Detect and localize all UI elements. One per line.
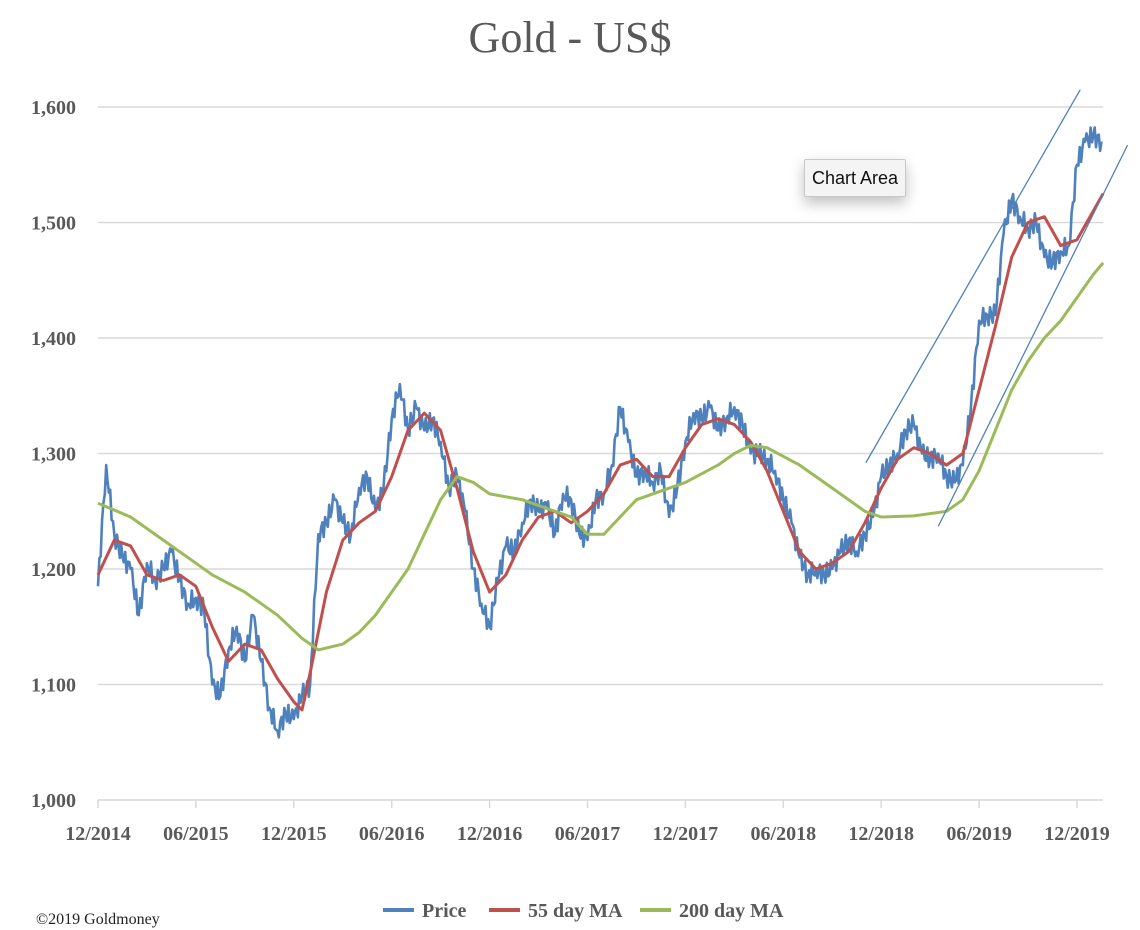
x-tick-label: 12/2018 xyxy=(848,823,914,845)
x-tick-label: 06/2016 xyxy=(359,823,425,845)
y-tick-label: 1,600 xyxy=(31,97,76,119)
chart-area-tooltip: Chart Area xyxy=(804,159,906,197)
y-tick-label: 1,300 xyxy=(31,444,76,466)
y-tick-label: 1,000 xyxy=(31,790,76,812)
legend-label: 55 day MA xyxy=(528,900,623,922)
x-tick-label: 12/2015 xyxy=(261,823,327,845)
legend-label: Price xyxy=(422,900,467,922)
legend: Price 55 day MA 200 day MA xyxy=(383,900,784,922)
y-tick-label: 1,400 xyxy=(31,328,76,350)
series-line-55-day-ma[interactable] xyxy=(96,192,1105,712)
y-axis: 1,000 1,100 1,200 1,300 1,400 1,500 1,600 xyxy=(31,97,76,812)
x-tick-label: 06/2019 xyxy=(946,823,1012,845)
x-tick-label: 12/2017 xyxy=(653,823,719,845)
trend-line[interactable] xyxy=(937,144,1129,527)
legend-label: 200 day MA xyxy=(679,900,784,922)
x-axis: 12/2014 06/2015 12/2015 06/2016 12/2016 06/20… xyxy=(65,800,1110,845)
series-line-200-day-ma[interactable] xyxy=(97,261,1105,652)
copyright-text: ©2019 Goldmoney xyxy=(36,911,160,928)
gridlines xyxy=(98,106,1103,801)
y-tick-label: 1,200 xyxy=(31,559,76,581)
y-tick-label: 1,100 xyxy=(31,675,76,697)
trend-line[interactable] xyxy=(865,89,1081,464)
x-tick-label: 06/2015 xyxy=(163,823,229,845)
x-tick-label: 12/2014 xyxy=(65,823,131,845)
trend-lines xyxy=(865,89,1129,527)
series-line-price[interactable] xyxy=(96,126,1103,739)
y-tick-label: 1,500 xyxy=(31,213,76,235)
x-tick-label: 12/2019 xyxy=(1044,823,1110,845)
x-tick-label: 12/2016 xyxy=(457,823,523,845)
series-lines xyxy=(96,126,1105,739)
x-tick-label: 06/2018 xyxy=(751,823,817,845)
x-tick-label: 06/2017 xyxy=(555,823,621,845)
chart-title: Gold - US$ xyxy=(469,13,672,62)
